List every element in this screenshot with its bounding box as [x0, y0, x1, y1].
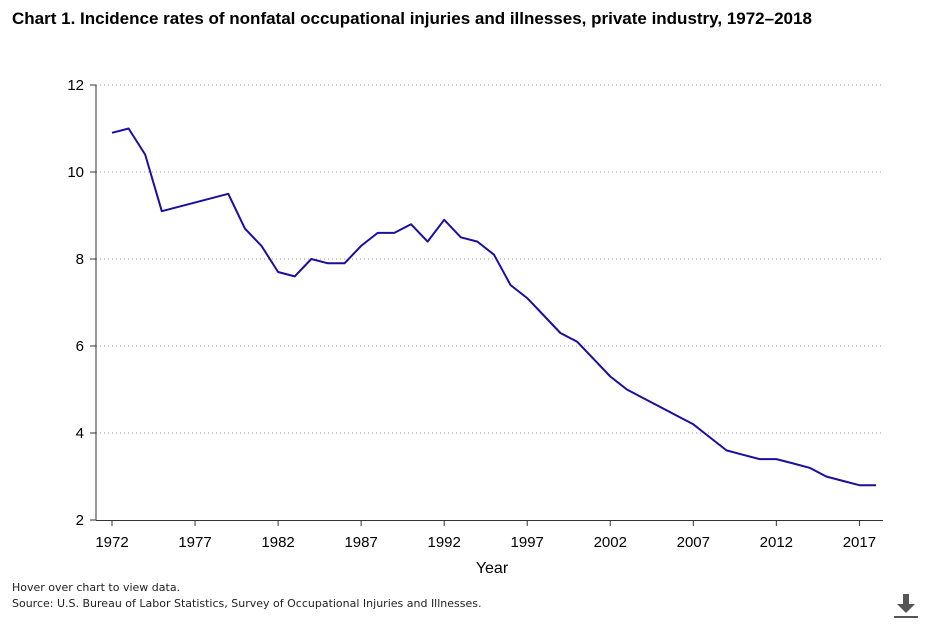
x-tick-label: 1982 — [261, 534, 294, 551]
x-tick-label: 1972 — [95, 534, 128, 551]
y-tick-label: 8 — [76, 251, 84, 268]
x-axis-ticks: 1972 1977 1982 1987 1992 1997 2002 2007 2012 2017 — [95, 520, 876, 551]
y-tick-label: 6 — [76, 338, 84, 355]
y-tick-label: 10 — [67, 164, 84, 181]
gridlines — [96, 84, 883, 434]
y-tick-label: 2 — [76, 512, 84, 529]
x-tick-label: 2002 — [594, 534, 627, 551]
line-chart[interactable]: 2 4 6 8 10 12 1972 1977 1982 1987 1992 1997 2002 200… — [0, 0, 936, 580]
x-tick-label: 2012 — [760, 534, 793, 551]
download-icon[interactable] — [892, 592, 920, 620]
hover-note: Hover over chart to view data. — [12, 581, 181, 594]
x-tick-label: 1997 — [511, 534, 544, 551]
series-line[interactable] — [111, 127, 876, 487]
x-tick-label: 1992 — [427, 534, 460, 551]
x-tick-label: 1977 — [178, 534, 211, 551]
x-tick-label: 1987 — [344, 534, 377, 551]
x-tick-label: 2007 — [677, 534, 710, 551]
y-tick-label: 4 — [76, 425, 84, 442]
x-axis-label: Year — [476, 560, 509, 577]
y-axis-ticks: 2 4 6 8 10 12 — [67, 77, 96, 529]
chart-title: Chart 1. Incidence rates of nonfatal occ… — [12, 9, 812, 28]
x-tick-label: 2017 — [843, 534, 876, 551]
y-tick-label: 12 — [67, 77, 84, 94]
source-note: Source: U.S. Bureau of Labor Statistics,… — [12, 597, 482, 610]
